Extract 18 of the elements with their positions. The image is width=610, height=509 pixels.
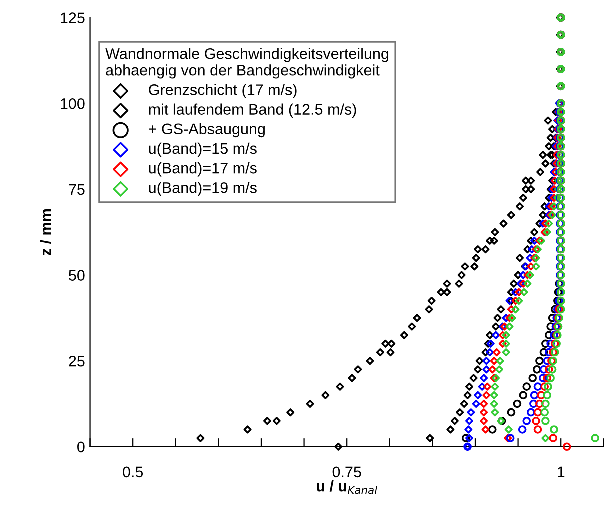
y-tick-label: 0: [78, 442, 85, 453]
legend-label: mit laufendem Band (12.5 m/s): [149, 104, 356, 118]
x-tick-label: 0.75: [332, 466, 362, 478]
legend-title: Wandnormale Geschwindigkeitsverteilung abhaengig von der Bandgeschwindigkeit: [106, 48, 388, 79]
y-axis-title: z / mm: [40, 210, 52, 256]
y-tick-label: 50: [69, 270, 85, 281]
y-tick-label: 125: [61, 12, 85, 24]
x-tick-label: 0.5: [123, 466, 144, 478]
y-tick-label: 25: [69, 356, 85, 367]
x-tick-label: 1: [558, 466, 565, 478]
legend-label: u(Band)=15 m/s: [149, 142, 257, 158]
legend-label: + GS-Absaugung: [149, 123, 265, 138]
y-tick-label: 75: [69, 184, 85, 196]
legend-label: u(Band)=17 m/s: [149, 162, 257, 177]
x-axis-title: u / u$_{Kanal}$: [317, 480, 378, 494]
legend-label: Grenzschicht (17 m/s): [149, 84, 297, 98]
y-tick-label: 100: [61, 98, 85, 110]
legend-label: u(Band)=19 m/s: [149, 182, 257, 196]
